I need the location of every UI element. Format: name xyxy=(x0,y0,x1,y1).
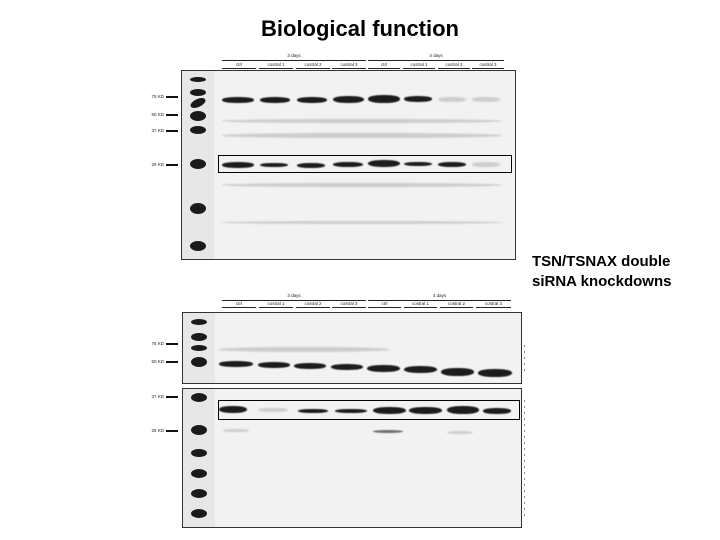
top-lane-rule xyxy=(472,68,504,69)
bottom-lane-label: ctrl xyxy=(381,301,388,306)
protein-ladder xyxy=(183,389,215,527)
bottom-lane-label: costral 3 xyxy=(484,301,502,306)
bottom-lane-label: costral 1 xyxy=(411,301,429,306)
top-marker-37kd: 37 KD xyxy=(151,128,164,133)
top-lane-label: costral 2 xyxy=(304,62,322,67)
top-marker-50kd: 50 KD xyxy=(151,112,164,117)
bottom-marker-50kd: 50 KD xyxy=(151,359,164,364)
top-marker-tick xyxy=(166,114,178,116)
top-lane-label: costral 3 xyxy=(479,62,497,67)
bottom-lane-label: costral 2 xyxy=(447,301,465,306)
side-caption-line-2: siRNA knockdowns xyxy=(532,273,672,290)
top-highlight-box xyxy=(218,155,512,173)
side-caption: TSN/TSNAX double siRNA knockdowns xyxy=(532,252,671,292)
bottom-lower-blot-strip xyxy=(182,388,522,528)
top-lane-label: costral 2 xyxy=(445,62,463,67)
bottom-lane-label: costral 2 xyxy=(304,301,322,306)
top-lane-label: costral 1 xyxy=(410,62,428,67)
bottom-lane-rule xyxy=(259,307,293,308)
top-group-4-days-rule xyxy=(368,60,504,61)
bottom-marker-tick xyxy=(166,361,178,363)
top-lane-label: ctrl xyxy=(236,62,242,67)
top-marker-tick xyxy=(166,164,178,166)
top-lane-rule xyxy=(222,68,256,69)
bottom-lane-label: ctrl xyxy=(236,301,242,306)
top-marker-75kd: 75 KD xyxy=(151,94,164,99)
bottom-lane-rule xyxy=(368,307,401,308)
bottom-highlight-box xyxy=(218,400,520,420)
top-lane-rule xyxy=(259,68,293,69)
top-lane-rule xyxy=(368,68,400,69)
top-lane-label: ctrl xyxy=(381,62,387,67)
bottom-lane-label: costral 3 xyxy=(340,301,358,306)
top-lane-rule xyxy=(332,68,366,69)
bottom-upper-blot-strip xyxy=(182,312,522,384)
top-marker-tick xyxy=(166,130,178,132)
bottom-group-4-days: 4 days xyxy=(432,293,447,298)
top-blot-image xyxy=(181,70,516,260)
dashed-edge xyxy=(524,400,525,520)
bottom-marker-tick xyxy=(166,396,178,398)
bottom-marker-75kd: 75 KD xyxy=(151,341,164,346)
protein-ladder xyxy=(183,313,215,383)
bottom-marker-tick xyxy=(166,343,178,345)
top-lane-rule xyxy=(438,68,470,69)
bottom-marker-25kd: 25 KD xyxy=(151,428,164,433)
top-lane-rule xyxy=(296,68,330,69)
page-title: Biological function xyxy=(261,16,459,41)
bottom-lane-rule xyxy=(440,307,473,308)
top-group-3-days-rule xyxy=(222,60,366,61)
top-marker-25kd: 25 KD xyxy=(151,162,164,167)
bottom-lane-label: costral 1 xyxy=(267,301,285,306)
bottom-lane-rule xyxy=(222,307,256,308)
protein-ladder xyxy=(182,71,214,259)
bottom-lane-rule xyxy=(332,307,366,308)
bottom-lane-rule xyxy=(476,307,511,308)
bottom-lane-rule xyxy=(296,307,330,308)
bottom-marker-tick xyxy=(166,430,178,432)
side-caption-line-1: TSN/TSNAX double xyxy=(532,253,671,270)
dashed-edge xyxy=(524,345,525,375)
top-group-4-days: 4 days xyxy=(429,53,443,58)
bottom-marker-37kd: 37 KD xyxy=(151,394,164,399)
bottom-group-4-days-rule xyxy=(368,300,511,301)
bottom-lane-rule xyxy=(404,307,437,308)
top-marker-tick xyxy=(166,96,178,98)
bottom-group-3-days: 3 days xyxy=(287,293,301,298)
top-lane-rule xyxy=(403,68,435,69)
top-lane-label: costral 3 xyxy=(340,62,358,67)
top-lane-label: costral 1 xyxy=(267,62,285,67)
top-group-3-days: 3 days xyxy=(287,53,301,58)
bottom-group-3-days-rule xyxy=(222,300,366,301)
